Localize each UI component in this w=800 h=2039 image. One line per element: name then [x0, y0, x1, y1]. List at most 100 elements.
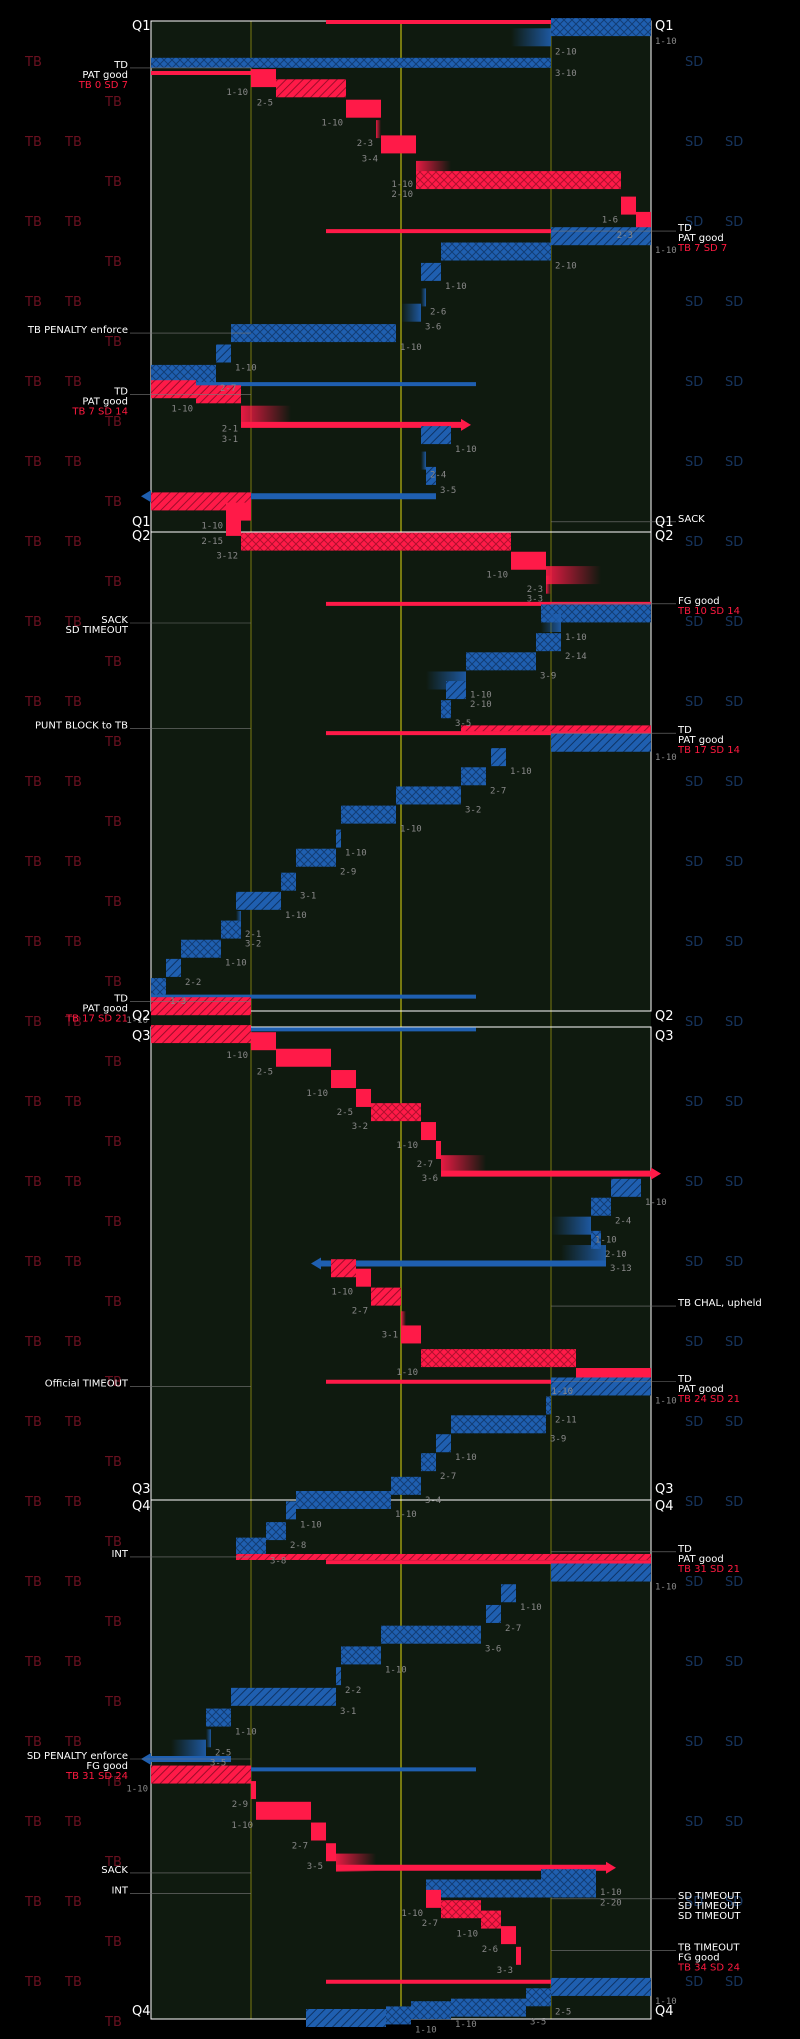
- down-distance-label: 1-10: [226, 88, 248, 98]
- down-distance-label: 2-5: [215, 1748, 231, 1758]
- down-distance-label: 2-5: [257, 98, 273, 108]
- event-text: TD: [677, 223, 692, 234]
- down-distance-label: 1-10: [400, 343, 422, 353]
- down-distance-label: 1-10: [225, 959, 247, 969]
- down-distance-label: 2-6: [482, 1945, 498, 1955]
- bg-tb-label: TB: [64, 1575, 82, 1590]
- bg-tb-label: TB: [24, 1975, 42, 1990]
- event-text: PAT good: [678, 1554, 724, 1565]
- event-text: SACK: [678, 514, 705, 525]
- bg-tb-label: TB: [104, 655, 122, 670]
- down-distance-label: 1-10: [655, 1997, 677, 2007]
- event-text: TD: [113, 386, 128, 397]
- tb-arrow-head: [461, 418, 471, 431]
- sd-play-bar: [236, 891, 281, 910]
- down-distance-label: 3-2: [465, 805, 481, 815]
- sd-play-bar: [511, 28, 551, 47]
- bg-tb-label: TB: [24, 1735, 42, 1750]
- bg-tb-label: TB: [104, 1295, 122, 1310]
- bg-sd-label: SD: [725, 1255, 743, 1270]
- field: [150, 20, 652, 2020]
- score-text: TB 31 SD 24: [65, 1771, 128, 1782]
- sd-play-bar: [426, 466, 436, 485]
- tb-play-bar: [151, 997, 251, 1016]
- down-distance-label: 3-12: [216, 552, 238, 562]
- sd-play-bar: [436, 1434, 451, 1453]
- tb-play-bar: [356, 1088, 371, 1107]
- down-distance-label: 2-10: [605, 1250, 627, 1260]
- down-distance-label: 1-10: [655, 37, 677, 47]
- bg-sd-label: SD: [725, 1655, 743, 1670]
- bg-tb-label: TB: [24, 855, 42, 870]
- down-distance-label: 3-10: [555, 69, 577, 79]
- bg-tb-label: TB: [104, 895, 122, 910]
- down-distance-label: 3-9: [550, 1434, 566, 1444]
- bg-sd-label: SD: [725, 1575, 743, 1590]
- bg-sd-label: SD: [725, 1335, 743, 1350]
- bg-tb-label: TB: [104, 575, 122, 590]
- score-text: TB 7 SD 7: [677, 243, 727, 254]
- down-distance-label: 2-10: [391, 190, 413, 200]
- tb-play-bar: [226, 517, 241, 536]
- bg-tb-label: TB: [24, 1255, 42, 1270]
- sd-play-bar: [451, 1415, 546, 1434]
- bg-tb-label: TB: [24, 1015, 42, 1030]
- bg-sd-label: SD: [685, 1335, 703, 1350]
- score-text: TB 10 SD 14: [677, 606, 740, 617]
- sd-play-bar: [551, 733, 651, 752]
- bg-tb-label: TB: [104, 1455, 122, 1470]
- tb-play-bar: [236, 1553, 651, 1560]
- down-distance-label: 2-8: [290, 1541, 306, 1551]
- bg-tb-label: TB: [64, 535, 82, 550]
- down-distance-label: 2-20: [600, 1899, 622, 1909]
- tb-play-bar: [151, 380, 196, 399]
- down-distance-label: 1-10: [400, 825, 422, 835]
- down-distance-label: 1-10: [126, 1016, 148, 1026]
- down-distance-label: 2-9: [340, 868, 356, 878]
- bg-sd-label: SD: [685, 1575, 703, 1590]
- sd-play-bar: [546, 1396, 551, 1415]
- bg-sd-label: SD: [725, 1975, 743, 1990]
- bg-sd-label: SD: [725, 375, 743, 390]
- down-distance-label: 1-10: [455, 2020, 477, 2030]
- bg-tb-label: TB: [104, 815, 122, 830]
- bg-tb-label: TB: [104, 1135, 122, 1150]
- bg-tb-label: TB: [64, 1015, 82, 1030]
- down-distance-label: 1-10: [415, 2025, 437, 2035]
- sd-play-bar: [421, 426, 451, 445]
- bg-tb-label: TB: [64, 1815, 82, 1830]
- tb-arrow-head: [651, 1167, 661, 1180]
- sd-play-bar: [591, 1197, 611, 1216]
- bg-sd-label: SD: [685, 295, 703, 310]
- bg-tb-label: TB: [24, 1655, 42, 1670]
- down-distance-label: 3-1: [382, 1330, 398, 1340]
- bg-sd-label: SD: [685, 55, 703, 70]
- sd-play-bar: [236, 910, 241, 929]
- bg-sd-label: SD: [725, 1095, 743, 1110]
- down-distance-label: 2-14: [565, 652, 587, 662]
- bg-tb-label: TB: [64, 775, 82, 790]
- sd-play-bar: [341, 1646, 381, 1665]
- sd-play-bar: [441, 242, 551, 261]
- bg-tb-label: TB: [24, 615, 42, 630]
- sd-play-bar: [551, 1563, 651, 1582]
- sd-play-bar: [286, 1501, 296, 1520]
- down-distance-label: 1-10: [306, 1089, 328, 1099]
- down-distance-label: 2-10: [555, 262, 577, 272]
- bg-tb-label: TB: [104, 735, 122, 750]
- sd-play-bar: [611, 1178, 641, 1197]
- down-distance-label: 2-7: [490, 786, 506, 796]
- tb-play-bar: [511, 551, 546, 570]
- tb-play-bar: [151, 1765, 251, 1784]
- bg-tb-label: TB: [24, 695, 42, 710]
- bg-sd-label: SD: [685, 535, 703, 550]
- event-text: TB PENALTY enforce: [27, 325, 128, 336]
- bg-sd-label: SD: [685, 1255, 703, 1270]
- tb-play-bar: [516, 1946, 521, 1965]
- down-distance-label: 2-1: [245, 930, 261, 940]
- bg-sd-label: SD: [725, 695, 743, 710]
- event-text: SD PENALTY enforce: [27, 1751, 128, 1762]
- tb-play-bar: [311, 1822, 326, 1841]
- down-distance-label: 1-10: [470, 690, 492, 700]
